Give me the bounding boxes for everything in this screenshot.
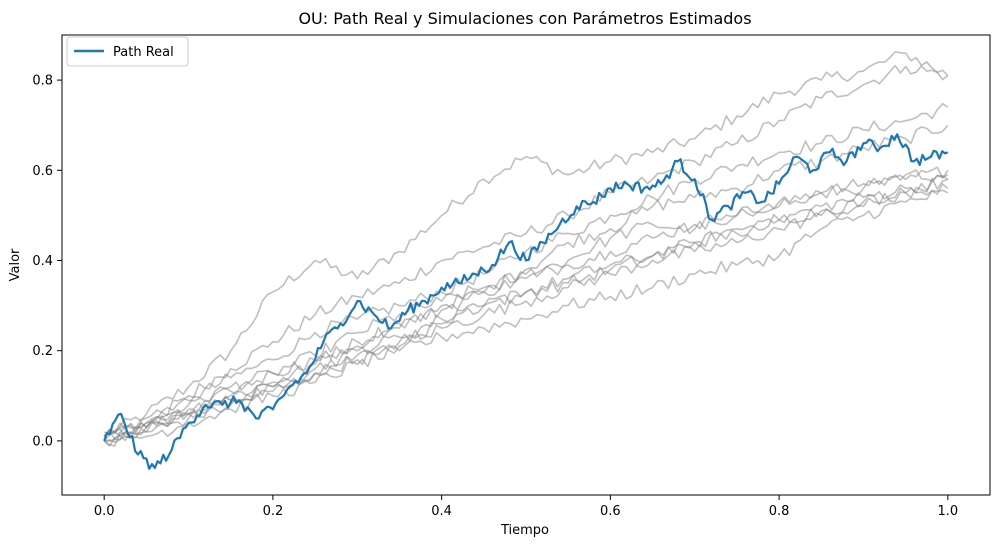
plot-area: [103, 51, 949, 470]
simulation-line: [103, 124, 949, 442]
x-axis-label: Tiempo: [500, 523, 549, 538]
y-axis-label: Valor: [8, 248, 23, 281]
y-tick-label: 0.4: [32, 254, 53, 269]
simulation-line: [103, 166, 949, 436]
x-axis: 0.0 0.2 0.4 0.6 0.8 1.0: [94, 495, 958, 519]
legend-label-path-real: Path Real: [113, 45, 174, 60]
simulation-lines: [103, 51, 949, 447]
real-path-line-group: [103, 133, 949, 470]
legend-box: [66, 36, 189, 67]
chart-title: OU: Path Real y Simulaciones con Parámet…: [298, 9, 751, 28]
x-tick-label: 0.0: [94, 504, 115, 519]
series-line-path-real: [103, 133, 949, 470]
simulation-line: [103, 102, 949, 437]
plot-frame: [61, 34, 991, 496]
y-axis: 0.0 0.2 0.4 0.6 0.8: [32, 74, 62, 449]
y-tick-label: 0.2: [32, 344, 53, 359]
y-tick-label: 0.6: [32, 164, 53, 179]
simulation-line: [103, 189, 949, 447]
x-tick-label: 0.4: [431, 504, 452, 519]
simulation-line: [104, 64, 949, 442]
legend: Path Real: [66, 36, 189, 67]
y-tick-label: 0.0: [32, 434, 53, 449]
simulation-line: [103, 51, 949, 437]
simulation-line: [103, 169, 949, 447]
simulation-line: [103, 177, 949, 441]
simulation-line: [104, 183, 949, 443]
y-tick-label: 0.8: [32, 74, 53, 89]
x-tick-label: 0.2: [263, 504, 284, 519]
x-tick-label: 0.8: [769, 504, 790, 519]
x-tick-label: 1.0: [937, 504, 958, 519]
x-tick-label: 0.6: [600, 504, 621, 519]
